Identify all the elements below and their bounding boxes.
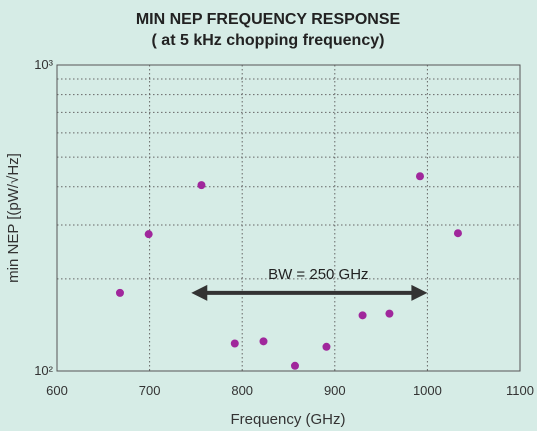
bandwidth-label: BW = 250 GHz — [268, 266, 368, 283]
y-tick-label: 10² — [34, 363, 53, 378]
chart-subtitle: ( at 5 kHz chopping frequency) — [152, 32, 385, 49]
plot-frame — [56, 64, 521, 372]
bandwidth-arrow-head-left — [191, 284, 208, 301]
x-tick-label: 1100 — [506, 383, 534, 398]
x-tick-label: 700 — [139, 383, 161, 398]
data-point — [197, 181, 206, 190]
grid — [57, 65, 520, 371]
y-axis-label: min NEP [(pW/√Hz] — [5, 153, 22, 283]
data-point — [230, 339, 239, 348]
chart-title: MIN NEP FREQUENCY RESPONSE — [136, 11, 401, 28]
x-axis-label: Frequency (GHz) — [230, 411, 345, 428]
data-point — [385, 309, 394, 318]
data-point — [322, 342, 331, 351]
y-tick-label: 10³ — [34, 57, 53, 72]
data-point — [115, 288, 124, 297]
data-point — [259, 337, 268, 346]
data-point — [358, 311, 367, 320]
x-tick-label: 1000 — [413, 383, 442, 398]
x-tick-label: 800 — [231, 383, 253, 398]
data-point — [144, 230, 153, 239]
x-axis-ticks: 600 700 800 900 1000 1100 — [46, 383, 534, 398]
bandwidth-arrow-head-right — [411, 284, 428, 301]
y-axis-ticks: 10³ 10² — [34, 57, 53, 378]
bandwidth-annotation: BW = 250 GHz — [191, 266, 428, 301]
data-point — [415, 172, 424, 181]
data-point — [290, 361, 299, 370]
x-tick-label: 600 — [46, 383, 68, 398]
data-points — [115, 172, 462, 370]
x-tick-label: 900 — [324, 383, 346, 398]
data-point — [453, 229, 462, 238]
